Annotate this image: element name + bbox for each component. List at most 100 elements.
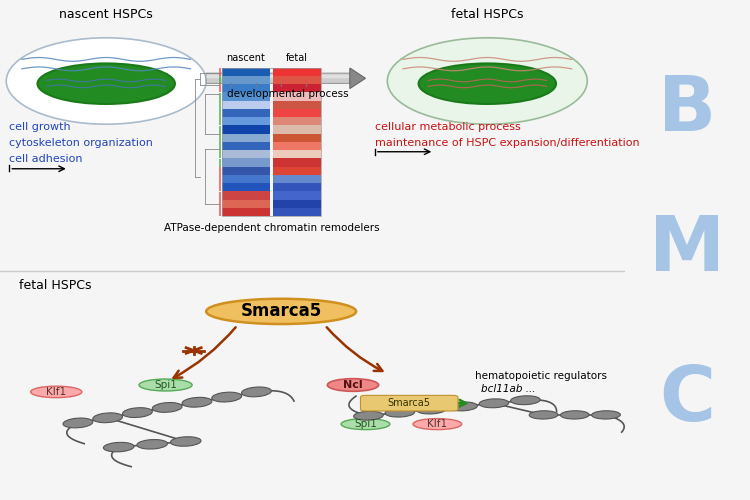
Text: nascent: nascent [226, 54, 266, 64]
Bar [222, 183, 270, 191]
Bar [222, 134, 270, 142]
Bar [219, 92, 221, 100]
Bar [273, 175, 321, 183]
Bar [273, 76, 321, 84]
Bar [222, 192, 270, 200]
Bar [222, 142, 270, 150]
Bar [273, 100, 321, 109]
Bar [273, 200, 321, 208]
Bar [222, 175, 270, 183]
Bar [222, 166, 270, 175]
Bar [222, 150, 270, 158]
Bar [219, 109, 221, 117]
Ellipse shape [211, 392, 242, 402]
Circle shape [387, 38, 587, 124]
Ellipse shape [38, 64, 175, 104]
Bar [222, 158, 270, 166]
Text: Klf1: Klf1 [46, 387, 66, 397]
Ellipse shape [206, 298, 356, 324]
Ellipse shape [511, 396, 540, 404]
Text: Spi1: Spi1 [354, 419, 377, 429]
Bar [273, 68, 321, 76]
Text: bcl11ab ...: bcl11ab ... [481, 384, 536, 394]
Bar [222, 92, 270, 100]
Text: Spi1: Spi1 [154, 380, 177, 390]
Ellipse shape [341, 418, 390, 430]
FancyBboxPatch shape [206, 74, 350, 78]
Circle shape [6, 38, 206, 124]
Bar [222, 126, 270, 134]
Bar [219, 208, 221, 216]
Bar [219, 118, 221, 125]
Text: cell growth: cell growth [9, 122, 71, 132]
Text: maintenance of HSPC expansion/differentiation: maintenance of HSPC expansion/differenti… [375, 138, 640, 147]
Ellipse shape [448, 402, 478, 411]
Text: Ncl: Ncl [344, 380, 363, 390]
Ellipse shape [354, 411, 383, 420]
Bar [273, 126, 321, 134]
Ellipse shape [416, 405, 446, 414]
Bar [219, 126, 221, 134]
Ellipse shape [413, 418, 462, 430]
Ellipse shape [182, 398, 212, 407]
Text: Smarca5: Smarca5 [241, 302, 322, 320]
Ellipse shape [31, 386, 82, 398]
Bar [219, 167, 221, 175]
Ellipse shape [139, 379, 192, 391]
Bar [273, 109, 321, 117]
Ellipse shape [385, 408, 415, 417]
Bar [273, 183, 321, 191]
Bar [219, 192, 221, 200]
Text: fetal HSPCs: fetal HSPCs [19, 279, 92, 292]
Text: cell adhesion: cell adhesion [9, 154, 82, 164]
Bar [219, 76, 221, 84]
FancyBboxPatch shape [361, 396, 458, 411]
Bar [222, 68, 270, 76]
Bar [273, 142, 321, 150]
Ellipse shape [530, 411, 558, 419]
FancyBboxPatch shape [206, 73, 350, 84]
Bar [273, 192, 321, 200]
Polygon shape [350, 68, 365, 88]
Text: fetal HSPCs: fetal HSPCs [451, 8, 524, 21]
Bar [273, 166, 321, 175]
Bar [219, 150, 221, 158]
Bar [273, 150, 321, 158]
Bar [273, 84, 321, 92]
Text: ATPase-dependent chromatin remodelers: ATPase-dependent chromatin remodelers [164, 223, 380, 233]
Ellipse shape [327, 378, 379, 392]
Bar [219, 184, 221, 191]
Text: M: M [650, 213, 725, 287]
Ellipse shape [592, 411, 620, 419]
Bar [219, 142, 221, 150]
Bar [219, 158, 221, 166]
Bar [219, 84, 221, 92]
Ellipse shape [93, 413, 122, 422]
Text: developmental process: developmental process [226, 90, 348, 100]
Bar [222, 100, 270, 109]
Ellipse shape [63, 418, 93, 428]
Bar [219, 101, 221, 109]
Bar [222, 84, 270, 92]
Bar [222, 117, 270, 125]
Ellipse shape [152, 402, 182, 412]
Bar [222, 109, 270, 117]
Ellipse shape [479, 399, 508, 408]
Text: nascent HSPCs: nascent HSPCs [59, 8, 153, 21]
Text: C: C [659, 363, 716, 437]
Ellipse shape [242, 387, 272, 397]
Ellipse shape [137, 440, 167, 449]
Text: fetal: fetal [286, 54, 308, 64]
Text: Klf1: Klf1 [427, 419, 448, 429]
Text: B: B [658, 73, 716, 147]
Bar [219, 134, 221, 142]
Ellipse shape [104, 442, 134, 452]
Text: cellular metabolic process: cellular metabolic process [375, 122, 520, 132]
Bar [273, 92, 321, 100]
Bar [222, 200, 270, 208]
Ellipse shape [170, 436, 201, 446]
Bar [219, 175, 221, 183]
Bar [222, 76, 270, 84]
Ellipse shape [419, 64, 556, 104]
Bar [219, 200, 221, 208]
